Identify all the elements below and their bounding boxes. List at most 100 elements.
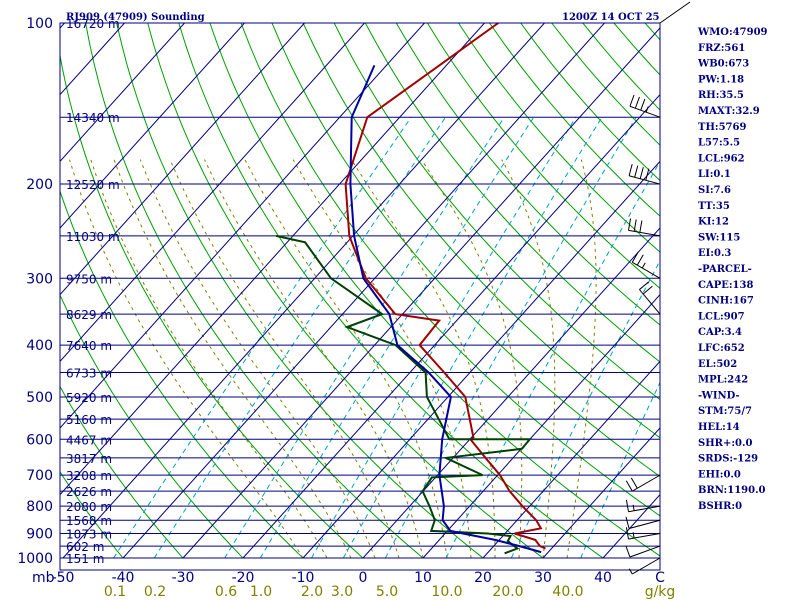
- pressure-tick-label: 600: [26, 432, 53, 448]
- isotherm-line: [362, 227, 660, 559]
- mixing-ratio-label: 3.0: [331, 584, 353, 600]
- index-value: LCL:907: [698, 311, 745, 322]
- dewpoint-trace: [275, 234, 532, 555]
- pressure-tick-label: 300: [26, 271, 53, 287]
- index-value: LFC:652: [698, 343, 745, 354]
- index-value: SHR+:0.0: [698, 438, 752, 449]
- moist-adiabat-line: [566, 159, 597, 559]
- moist-adiabat-line: [139, 159, 376, 559]
- temperature-tick-label: 20: [474, 570, 492, 586]
- wind-barb-flag: [634, 96, 640, 109]
- isotherm-line: [60, 23, 245, 229]
- wind-barb-staff: [628, 505, 661, 513]
- temperature-tick-label: 40: [594, 570, 612, 586]
- moist-adiabat-line: [350, 159, 496, 558]
- index-value: BSHR:0: [698, 501, 742, 512]
- isotherm-line: [182, 27, 660, 559]
- mixing-ratio-line: [580, 381, 660, 559]
- wind-barb-flag: [642, 285, 653, 295]
- wind-barb-flag: [625, 516, 630, 529]
- pressure-tick-label: 100: [26, 16, 53, 32]
- wind-barb-flag: [625, 499, 629, 512]
- mixing-ratio-label: 10.0: [431, 584, 462, 600]
- wind-barb-flag: [627, 218, 632, 231]
- mixing-ratio-label: 5.0: [376, 584, 398, 600]
- height-label: 2080 m: [66, 500, 112, 514]
- mixing-ratio-label: 0.2: [144, 584, 166, 600]
- index-value: KI:12: [698, 217, 729, 228]
- wind-barb-staff: [628, 175, 661, 185]
- temperature-tick-label: 30: [534, 570, 552, 586]
- height-label: 3208 m: [66, 469, 112, 483]
- isotherm-line: [60, 23, 365, 363]
- temperature-tick-label: 10: [414, 570, 432, 586]
- pressure-tick-label: 400: [26, 338, 53, 354]
- height-label: 1568 m: [66, 514, 112, 528]
- height-label: 4467 m: [66, 433, 112, 447]
- isotherm-line: [60, 23, 485, 496]
- mixing-ratio-line: [224, 116, 505, 559]
- moist-adiabat-line: [204, 159, 424, 559]
- wind-barb-flag: [628, 164, 633, 176]
- temperature-tick-label: -40: [112, 570, 135, 586]
- mixing-ratio-label: 1.0: [250, 584, 272, 600]
- station-title: RJ909 (47909) Sounding: [66, 12, 205, 23]
- isobars: [60, 23, 660, 559]
- height-label: 5920 m: [66, 391, 112, 405]
- dry-adiabat-line: [178, 23, 604, 559]
- wind-barb-flag: [628, 568, 633, 575]
- wind-barb-flag: [645, 106, 649, 113]
- height-label: 11030 m: [66, 230, 120, 244]
- index-value: EL:502: [698, 359, 737, 370]
- height-label: 151 m: [66, 552, 104, 566]
- isotherm-line: [122, 23, 605, 559]
- index-value: TT:35: [698, 201, 730, 212]
- wind-barb-flag: [639, 220, 643, 233]
- mixing-ratio-line: [510, 259, 660, 559]
- wind-barb: [625, 499, 661, 513]
- wind-barb-flag: [639, 281, 649, 290]
- temperature-tick-label: -20: [232, 570, 255, 586]
- mixing-ratio-lines: [113, 116, 660, 559]
- index-value: CAP:3.4: [698, 327, 742, 338]
- wind-barb-flag: [639, 167, 644, 179]
- wind-barb-staff: [632, 261, 661, 279]
- index-value: CINH:167: [698, 296, 754, 307]
- isotherms: [0, 23, 660, 559]
- temperature-axis: -50 -40 -30 -20 -10 0 10 20 30 40 C: [52, 570, 666, 586]
- parcel-trace: [349, 64, 542, 554]
- plot-frame: [59, 22, 661, 571]
- height-label: 602 m: [66, 540, 104, 554]
- height-label: 3817 m: [66, 452, 112, 466]
- index-value: TH:5769: [698, 122, 746, 133]
- moist-adiabat-line: [421, 159, 523, 559]
- index-value: -PARCEL-: [698, 264, 752, 275]
- index-value: HEL:14: [698, 422, 740, 433]
- index-value: LI:0.1: [698, 169, 731, 180]
- isotherm-line: [62, 23, 545, 559]
- wind-barb-flag: [630, 477, 638, 489]
- pressure-tick-label: 1000: [17, 551, 53, 567]
- pressure-tick-label: 800: [26, 499, 53, 515]
- height-label: 8629 m: [66, 308, 112, 322]
- wind-barb: [631, 251, 661, 279]
- wind-barb-flag: [640, 98, 646, 111]
- index-value: STM:75/7: [698, 406, 752, 417]
- wind-barb-flag: [629, 94, 635, 107]
- wind-barb-flag: [641, 262, 646, 269]
- wind-barb: [625, 516, 661, 530]
- pressure-tick-label: 900: [26, 527, 53, 543]
- wind-barb-staff: [632, 474, 661, 492]
- wind-barb-flag: [625, 545, 631, 558]
- mixing-ratio-line: [259, 116, 535, 559]
- isotherm-line: [242, 93, 660, 559]
- moist-adiabat-line: [501, 159, 556, 559]
- isotherm-line: [0, 23, 5, 558]
- height-label: 1073 m: [66, 528, 112, 542]
- height-label: 9750 m: [66, 272, 112, 286]
- wind-barb-flag: [632, 532, 635, 539]
- moist-adiabat-line: [292, 159, 472, 559]
- index-value: BRN:1190.0: [698, 485, 766, 496]
- wind-barb-flag: [625, 527, 629, 540]
- wind-barb: [625, 545, 661, 558]
